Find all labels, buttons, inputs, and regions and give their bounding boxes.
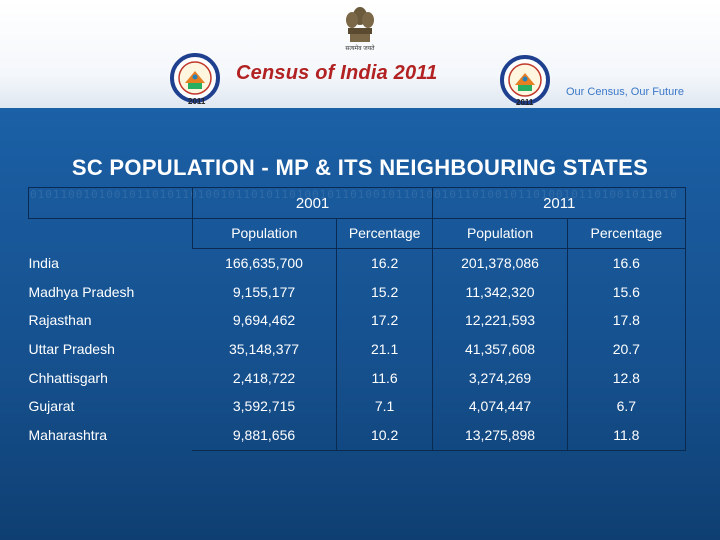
logo-year-right: 2011 bbox=[516, 98, 534, 107]
population-2001: 35,148,377 bbox=[192, 334, 337, 364]
population-2001: 3,592,715 bbox=[192, 392, 337, 421]
percentage-2001: 11.6 bbox=[336, 363, 434, 393]
sc-population-table: 2001 2011 Population Percentage Populati… bbox=[28, 187, 687, 451]
emblem-caption: सत्यमेव जयते bbox=[345, 46, 375, 52]
percentage-2011: 11.8 bbox=[567, 420, 687, 451]
subheader-percentage-2011: Percentage bbox=[567, 218, 687, 249]
percentage-2011: 16.6 bbox=[567, 248, 687, 278]
percentage-2001: 15.2 bbox=[336, 277, 434, 307]
state-name: Maharashtra bbox=[28, 427, 108, 444]
population-2011: 12,221,593 bbox=[432, 306, 568, 335]
state-name: Chhattisgarh bbox=[28, 369, 108, 386]
state-name: Uttar Pradesh bbox=[28, 341, 115, 358]
subheader-percentage-2001: Percentage bbox=[336, 218, 434, 249]
table-row: Rajasthan 9,694,462 17.2 12,221,593 17.8 bbox=[28, 306, 687, 335]
census-logo-right-icon bbox=[500, 55, 550, 105]
state-name: Madhya Pradesh bbox=[28, 283, 135, 300]
percentage-2001: 17.2 bbox=[336, 306, 434, 335]
population-2011: 41,357,608 bbox=[432, 334, 568, 364]
population-2001: 2,418,722 bbox=[192, 363, 337, 393]
population-2011: 11,342,320 bbox=[432, 277, 568, 307]
table-row: Chhattisgarh 2,418,722 11.6 3,274,269 12… bbox=[28, 363, 687, 393]
national-emblem-icon bbox=[340, 2, 380, 52]
population-2001: 9,881,656 bbox=[192, 420, 337, 451]
percentage-2011: 12.8 bbox=[567, 363, 687, 393]
year-header-2011: 2011 bbox=[432, 187, 686, 219]
state-name: India bbox=[28, 254, 59, 271]
slide-heading: SC POPULATION - MP & ITS NEIGHBOURING ST… bbox=[71, 155, 649, 180]
percentage-2001: 21.1 bbox=[336, 334, 434, 364]
population-2011: 4,074,447 bbox=[432, 392, 568, 421]
population-2011: 3,274,269 bbox=[432, 363, 568, 393]
census-logo-left-icon bbox=[170, 53, 220, 103]
table-corner-cell bbox=[28, 187, 193, 219]
table-row: Madhya Pradesh 9,155,177 15.2 11,342,320… bbox=[28, 277, 687, 307]
population-2011: 201,378,086 bbox=[432, 248, 568, 278]
logo-year-left: 2011 bbox=[188, 97, 206, 106]
percentage-2001: 16.2 bbox=[336, 248, 434, 278]
table-row: Maharashtra 9,881,656 10.2 13,275,898 11… bbox=[28, 420, 687, 451]
subheader-population-2001: Population bbox=[192, 218, 337, 249]
population-2001: 9,694,462 bbox=[192, 306, 337, 335]
percentage-2011: 6.7 bbox=[567, 392, 687, 421]
year-header-2001: 2001 bbox=[191, 187, 434, 219]
subheader-population-2011: Population bbox=[432, 218, 568, 249]
percentage-2001: 10.2 bbox=[336, 420, 434, 451]
percentage-2011: 17.8 bbox=[567, 306, 687, 335]
state-name: Rajasthan bbox=[28, 312, 92, 329]
population-2001: 9,155,177 bbox=[192, 277, 337, 307]
population-2001: 166,635,700 bbox=[192, 248, 337, 278]
percentage-2011: 20.7 bbox=[567, 334, 687, 364]
tagline: Our Census, Our Future bbox=[566, 86, 684, 98]
census-title: Census of India 2011 bbox=[236, 62, 438, 84]
table-row: Uttar Pradesh 35,148,377 21.1 41,357,608… bbox=[28, 334, 687, 364]
percentage-2011: 15.6 bbox=[567, 277, 687, 307]
population-2011: 13,275,898 bbox=[432, 420, 568, 451]
table-row: Gujarat 3,592,715 7.1 4,074,447 6.7 bbox=[28, 392, 687, 421]
table-row: India 166,635,700 16.2 201,378,086 16.6 bbox=[28, 248, 687, 278]
percentage-2001: 7.1 bbox=[336, 392, 434, 421]
state-name: Gujarat bbox=[28, 398, 75, 415]
